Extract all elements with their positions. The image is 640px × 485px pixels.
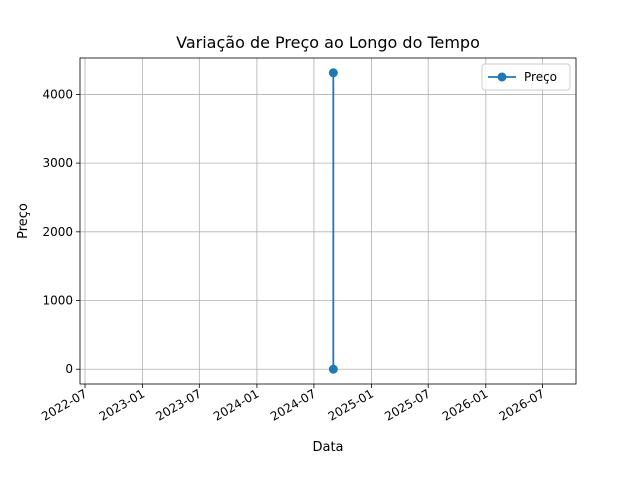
y-axis-label: Preço	[16, 203, 31, 239]
y-tick-label: 4000	[42, 87, 73, 101]
y-tick-label: 1000	[42, 294, 73, 308]
y-tick-label: 2000	[42, 225, 73, 239]
plot-frame	[79, 57, 577, 385]
data-point	[328, 68, 338, 78]
legend: Preço	[481, 63, 571, 91]
x-axis-label: Data	[312, 440, 343, 455]
legend-box	[481, 63, 571, 91]
data-point	[328, 364, 338, 374]
legend-marker-swatch	[497, 72, 507, 82]
series-layer	[328, 68, 338, 374]
grid	[80, 58, 576, 384]
chart-title: Variação de Preço ao Longo do Tempo	[176, 33, 480, 52]
y-tick-label: 0	[65, 362, 73, 376]
y-tick-label: 3000	[42, 156, 73, 170]
legend-label: Preço	[524, 70, 557, 84]
